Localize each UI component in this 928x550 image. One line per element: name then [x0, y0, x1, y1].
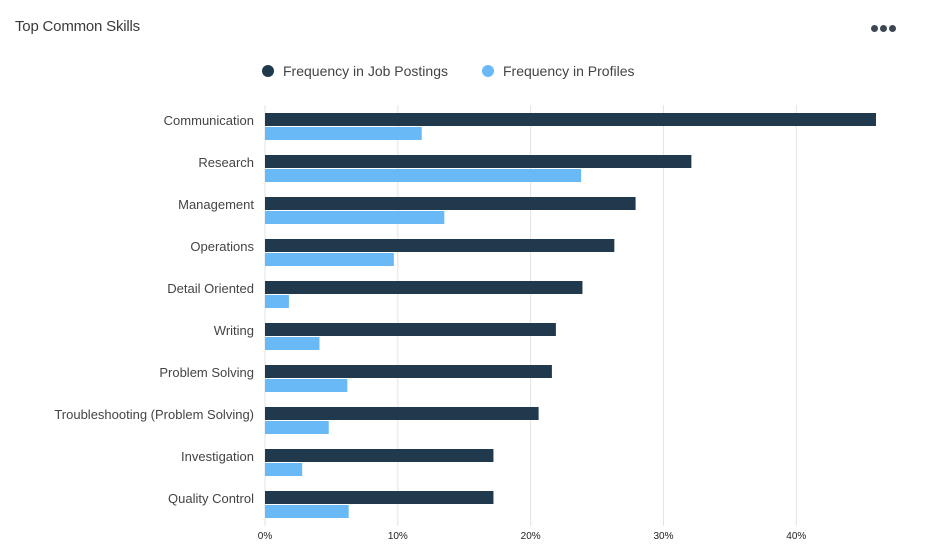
- legend-label-job-postings: Frequency in Job Postings: [283, 63, 448, 79]
- bar-profiles: [265, 379, 348, 392]
- category-label: Problem Solving: [159, 365, 254, 380]
- category-label: Research: [198, 155, 254, 170]
- bar-job-postings: [265, 449, 494, 462]
- more-dot: [880, 24, 887, 32]
- chart-title: Top Common Skills: [15, 18, 140, 35]
- more-dot: [889, 24, 896, 32]
- x-tick-label: 0%: [258, 531, 273, 542]
- bar-profiles: [265, 169, 582, 182]
- bar-job-postings: [265, 365, 552, 378]
- more-dot: [871, 24, 878, 32]
- category-label: Detail Oriented: [167, 281, 254, 296]
- bar-job-postings: [265, 407, 539, 420]
- bar-profiles: [265, 463, 303, 476]
- bar-job-postings: [265, 113, 876, 126]
- category-label: Communication: [164, 113, 254, 128]
- bar-profiles: [265, 253, 394, 266]
- x-tick-label: 40%: [786, 531, 806, 542]
- legend-item-job-postings[interactable]: Frequency in Job Postings: [262, 63, 448, 79]
- bar-job-postings: [265, 155, 692, 168]
- bar-profiles: [265, 421, 329, 434]
- category-label: Writing: [214, 323, 254, 338]
- bar-profiles: [265, 295, 289, 308]
- bar-profiles: [265, 127, 422, 140]
- legend-item-profiles[interactable]: Frequency in Profiles: [481, 63, 635, 79]
- bar-profiles: [265, 337, 320, 350]
- category-label: Troubleshooting (Problem Solving): [54, 407, 254, 422]
- x-tick-label: 20%: [521, 531, 541, 542]
- legend-label-profiles: Frequency in Profiles: [502, 63, 635, 79]
- more-options-icon[interactable]: [871, 22, 897, 34]
- bar-job-postings: [265, 197, 636, 210]
- category-label: Investigation: [181, 449, 254, 464]
- chart-legend: Frequency in Job Postings Frequency in P…: [262, 63, 635, 79]
- legend-swatch-job-postings: [262, 65, 274, 77]
- category-label: Operations: [190, 239, 254, 254]
- category-label: Management: [178, 197, 254, 212]
- x-tick-label: 10%: [388, 531, 408, 542]
- bar-job-postings: [265, 323, 556, 336]
- x-tick-label: 30%: [653, 531, 673, 542]
- category-label: Quality Control: [168, 491, 254, 506]
- bar-profiles: [265, 505, 349, 518]
- bar-job-postings: [265, 239, 615, 252]
- bar-profiles: [265, 211, 445, 224]
- legend-swatch-profiles: [481, 65, 494, 77]
- bar-job-postings: [265, 491, 494, 504]
- bar-job-postings: [265, 281, 583, 294]
